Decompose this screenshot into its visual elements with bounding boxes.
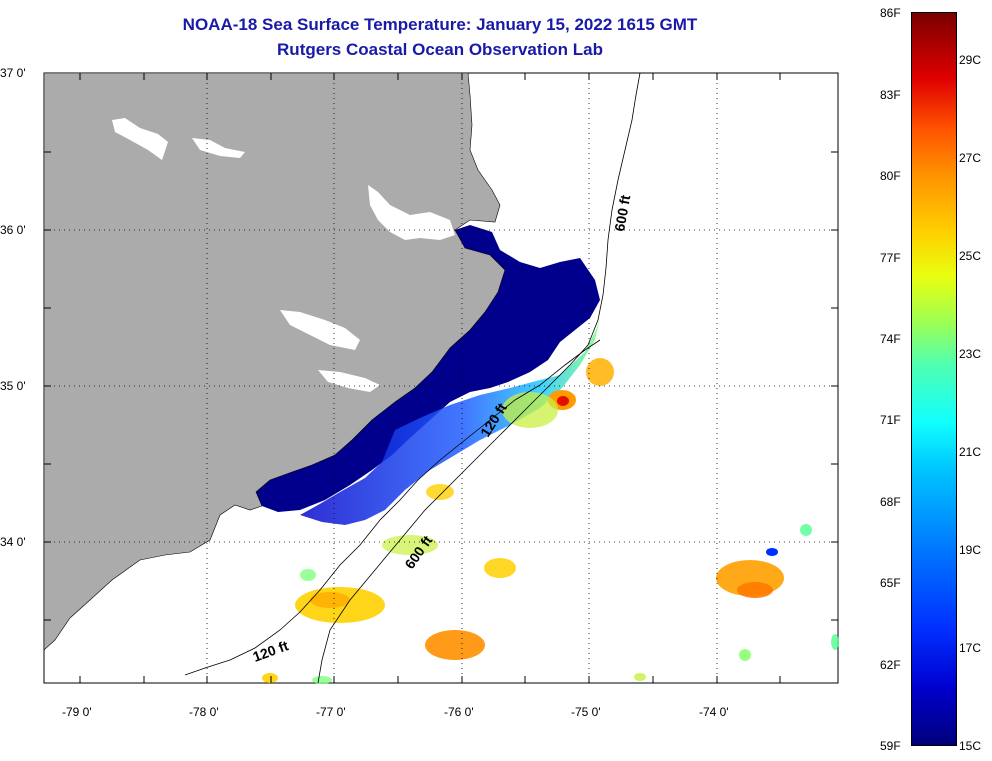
- colorbar-f-59: 59F: [880, 739, 901, 753]
- colorbar-c-29: 29C: [959, 53, 982, 67]
- colorbar-f-65: 65F: [880, 576, 901, 590]
- lat-label-34: 34 0': [0, 535, 26, 549]
- lon-label-79: -79 0': [62, 705, 92, 719]
- colorbar-c-25: 25C: [959, 249, 982, 263]
- colorbar-c-23: 23C: [959, 347, 982, 361]
- map-title: NOAA-18 Sea Surface Temperature: January…: [182, 15, 698, 34]
- lon-label-77: -77 0': [316, 705, 346, 719]
- colorbar-f-77: 77F: [880, 251, 901, 265]
- graticule: [44, 73, 838, 683]
- lat-label-37: 37 0': [0, 66, 26, 80]
- colorbar-c-27: 27C: [959, 151, 982, 165]
- cold-water-region: [256, 225, 600, 512]
- lon-label-78: -78 0': [189, 705, 219, 719]
- colorbar-c-17: 17C: [959, 641, 982, 655]
- colorbar-f-86: 86F: [880, 6, 901, 20]
- colorbar-f-74: 74F: [880, 332, 901, 346]
- shelf-gradient-region: [300, 318, 600, 525]
- contour-600-north: [549, 72, 641, 386]
- contour-600-south: [317, 384, 551, 684]
- lon-label-75: -75 0': [571, 705, 601, 719]
- lon-label-74: -74 0': [699, 705, 729, 719]
- colorbar-f-68: 68F: [880, 495, 901, 509]
- temperature-colorbar: [911, 12, 957, 746]
- lat-label-36: 36 0': [0, 223, 26, 237]
- inland-water: [112, 118, 455, 392]
- contour-label-600-north: 600 ft: [611, 193, 633, 232]
- colorbar-f-83: 83F: [880, 88, 901, 102]
- colorbar-f-80: 80F: [880, 169, 901, 183]
- lon-label-76: -76 0': [444, 705, 474, 719]
- isobath-contours: [184, 72, 641, 684]
- colorbar-c-19: 19C: [959, 543, 982, 557]
- frame-ticks: [44, 73, 838, 683]
- colorbar-f-62: 62F: [880, 658, 901, 672]
- map-subtitle: Rutgers Coastal Ocean Observation Lab: [277, 40, 603, 59]
- contour-120: [184, 339, 601, 676]
- warm-water-patches: [262, 358, 839, 684]
- colorbar-f-71: 71F: [880, 413, 901, 427]
- colorbar-c-21: 21C: [959, 445, 982, 459]
- lat-label-35: 35 0': [0, 379, 26, 393]
- colorbar-c-15: 15C: [959, 739, 982, 753]
